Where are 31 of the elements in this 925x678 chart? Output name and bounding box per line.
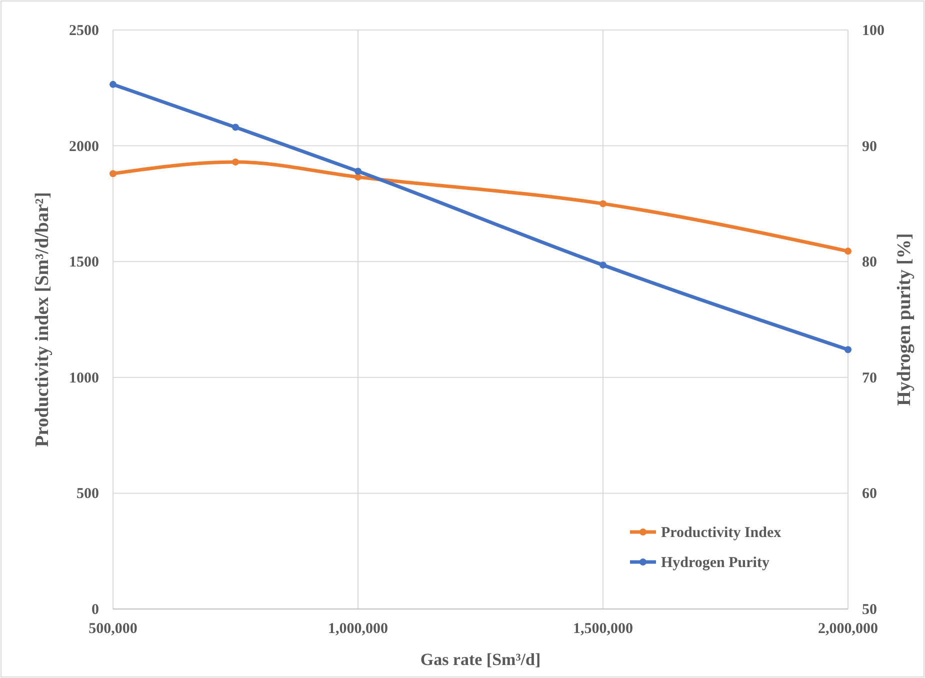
point xyxy=(600,262,606,269)
y-tick-label: 1000 xyxy=(69,370,99,386)
x-tick-label: 1,500,000 xyxy=(573,621,633,637)
y2-axis-title: Hydrogen purity [%] xyxy=(894,233,915,406)
point xyxy=(110,80,116,88)
y2-tick-label: 50 xyxy=(862,602,877,618)
point xyxy=(844,346,852,354)
point xyxy=(354,168,362,175)
y2-tick-label: 60 xyxy=(862,486,877,502)
y2-tick-label: 100 xyxy=(862,23,884,39)
y-tick-label: 1500 xyxy=(69,254,99,271)
point xyxy=(844,248,852,255)
point xyxy=(110,170,116,178)
y2-tick-label: 90 xyxy=(862,138,877,155)
x-axis-title: Gas rate [Sm³/d] xyxy=(420,650,541,669)
legend-label: Productivity Index xyxy=(661,525,782,541)
y-tick-label: 2500 xyxy=(69,23,99,39)
x-tick-label: 1,000,000 xyxy=(328,621,388,637)
point xyxy=(600,200,606,208)
x-tick-label: 2,000,000 xyxy=(818,621,878,637)
point xyxy=(232,158,239,166)
y-tick-label: 2000 xyxy=(69,138,99,155)
legend-label: Hydrogen Purity xyxy=(661,555,770,571)
x-tick-label: 500,000 xyxy=(88,621,138,637)
point xyxy=(354,174,362,181)
y-tick-label: 500 xyxy=(76,486,99,502)
y-tick-label: 0 xyxy=(92,602,99,618)
y2-tick-label: 70 xyxy=(862,370,877,386)
y2-tick-label: 80 xyxy=(862,254,877,271)
point xyxy=(232,124,239,131)
y-axis-title: Productivity index [Sm³/d/bar²] xyxy=(32,192,53,447)
